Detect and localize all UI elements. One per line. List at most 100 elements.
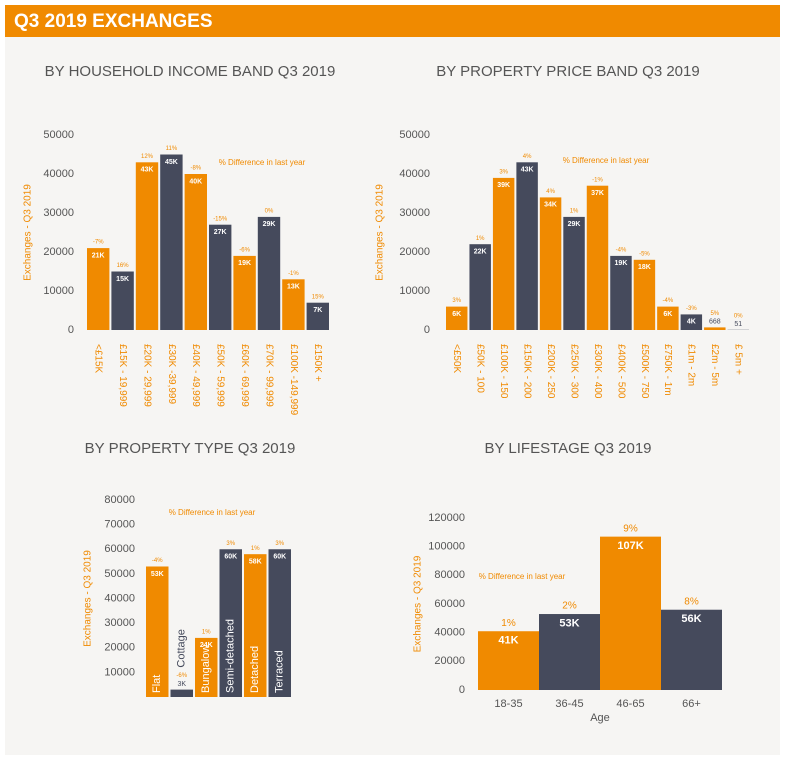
y-tick-label: 20000 [399, 246, 430, 258]
y-tick-label: 40000 [399, 168, 430, 180]
bar [633, 259, 656, 330]
category-label: £2m - 5m [709, 344, 720, 386]
change-label: 3% [452, 298, 461, 304]
category-label: £15K - 19,999 [117, 344, 128, 407]
change-label: -6% [176, 673, 187, 679]
value-label: 40K [189, 178, 202, 185]
category-label: £300K - 400 [592, 344, 603, 399]
y-tick-label: 50000 [43, 129, 74, 141]
value-label: 37K [591, 190, 604, 197]
category-label: £150K + [312, 344, 323, 382]
value-label: 107K [617, 540, 643, 552]
y-tick-label: 80000 [434, 569, 465, 581]
category-label: Semi-detached [225, 619, 237, 693]
bar [600, 536, 661, 690]
bar [306, 302, 329, 330]
change-label: -5% [639, 251, 650, 257]
change-label: 4% [523, 154, 532, 160]
chart-title: BY PROPERTY PRICE BAND Q3 2019 [436, 63, 699, 80]
y-tick-label: 10000 [104, 666, 135, 678]
bar [492, 177, 515, 330]
category-label: £400K - 500 [615, 344, 626, 399]
category-label: £40K - 49,999 [190, 344, 201, 407]
value-label: 45K [165, 159, 178, 166]
value-label: 6K [663, 311, 672, 318]
change-label: 4% [546, 189, 555, 195]
change-label: 12% [141, 154, 154, 160]
value-label: 60K [224, 554, 237, 561]
value-label: 29K [263, 221, 276, 228]
value-label: 19K [615, 260, 628, 267]
value-label: 58K [249, 559, 262, 566]
bar [661, 609, 722, 690]
y-tick-label: 30000 [399, 207, 430, 219]
change-label: -4% [663, 298, 674, 304]
y-tick-label: 0 [459, 684, 465, 696]
value-label: 51 [734, 321, 742, 328]
change-label: -3% [686, 306, 697, 312]
bar [257, 216, 281, 330]
change-label: -4% [152, 558, 163, 564]
bar [586, 185, 609, 330]
value-label: 56K [681, 613, 701, 625]
category-label: £100K - 150 [498, 344, 509, 399]
bar [87, 248, 110, 330]
category-label: £50K - 59,999 [215, 344, 226, 407]
x-axis-label: Age [590, 712, 610, 724]
y-tick-label: 20000 [434, 655, 465, 667]
category-label: Cottage [176, 629, 188, 668]
bar [209, 224, 232, 330]
y-tick-label: 20000 [104, 642, 135, 654]
y-tick-label: 10000 [43, 285, 74, 297]
category-label: £200K - 250 [545, 344, 556, 399]
chart-title: BY PROPERTY TYPE Q3 2019 [85, 440, 296, 457]
category-label: 36-45 [555, 698, 583, 710]
value-label: 668 [709, 319, 721, 326]
category-label: £20K - 29,999 [141, 344, 152, 407]
bar [704, 327, 726, 330]
value-label: 60K [273, 554, 286, 561]
value-label: 53K [151, 571, 164, 578]
value-label: 3K [177, 681, 186, 688]
change-label: 5% [710, 311, 719, 317]
bar [478, 631, 539, 690]
category-label: £150K - 200 [521, 344, 532, 399]
category-label: £60K - 69,999 [239, 344, 250, 407]
y-axis-label: Exchanges - Q3 2019 [83, 550, 94, 647]
change-label: -15% [213, 216, 228, 222]
y-tick-label: 20000 [43, 246, 74, 258]
category-label: <£15K [93, 344, 104, 374]
bar [657, 306, 679, 330]
value-label: 4K [687, 319, 696, 326]
change-label: 3% [499, 169, 508, 175]
category-label: £1m - 2m [686, 344, 697, 386]
value-label: 21K [92, 252, 105, 259]
change-label: 15% [312, 294, 325, 300]
annotation: % Difference in last year [219, 158, 306, 167]
category-label: 46-65 [616, 698, 644, 710]
value-label: 18K [638, 264, 651, 271]
category-label: 18-35 [494, 698, 522, 710]
category-label: Bungalow [200, 645, 212, 693]
category-label: Terraced [274, 650, 286, 693]
y-tick-label: 0 [424, 324, 430, 336]
category-label: £70K - 99,999 [263, 344, 274, 407]
bar [446, 306, 468, 330]
change-label: 16% [117, 263, 130, 269]
bar [610, 255, 632, 330]
y-axis-label: Exchanges - Q3 2019 [23, 184, 34, 281]
change-label: 8% [684, 596, 699, 607]
change-label: 3% [226, 541, 235, 547]
change-label: 1% [570, 208, 579, 214]
change-label: 1% [501, 618, 516, 629]
value-label: 34K [544, 202, 557, 209]
bar [282, 279, 305, 330]
change-label: 0% [265, 208, 274, 214]
y-tick-label: 40000 [434, 627, 465, 639]
bar [680, 314, 703, 330]
y-tick-label: 50000 [104, 568, 135, 580]
chart-title: BY HOUSEHOLD INCOME BAND Q3 2019 [45, 63, 336, 80]
value-label: 43K [521, 167, 534, 174]
value-label: 29K [568, 221, 581, 228]
